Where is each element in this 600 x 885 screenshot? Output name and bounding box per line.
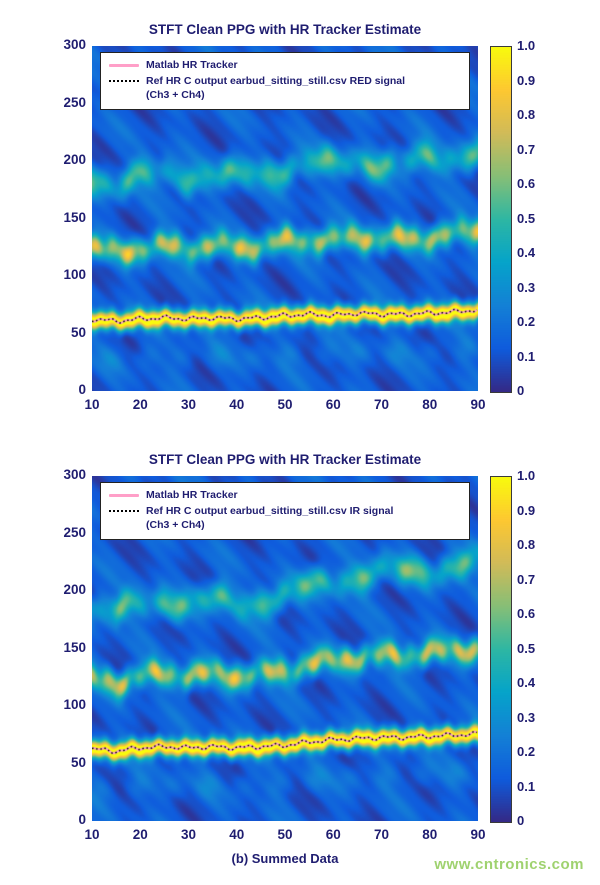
colorbar-tick-label: 1.0 (517, 468, 536, 483)
y-tick-label: 250 (63, 94, 86, 110)
figure-caption: (b) Summed Data (231, 851, 339, 866)
colorbar-tick-label: 0.9 (517, 72, 536, 88)
colorbar-tick-label: 0.6 (517, 176, 536, 191)
colorbar-tick-label: 0.2 (517, 744, 536, 759)
y-tick-label: 200 (63, 582, 86, 597)
ref-line-swatch (109, 80, 139, 83)
colorbar-tick-label: 0.3 (517, 279, 536, 295)
ref-line-swatch (109, 510, 139, 513)
x-tick-label: 50 (277, 827, 293, 842)
colorbar-tick-label: 0.3 (517, 709, 536, 725)
colorbar-tick-label: 0.7 (517, 141, 536, 157)
colorbar-tick-label: 0 (517, 383, 525, 398)
y-tick-label: 250 (63, 524, 86, 540)
x-tick-label: 80 (422, 397, 438, 412)
x-tick-label: 90 (470, 827, 486, 842)
legend-item-matlab-tracker: Matlab HR Tracker (109, 488, 461, 502)
colorbar (490, 476, 512, 823)
x-tick-label: 20 (132, 827, 148, 842)
tracker-line-swatch (109, 493, 139, 497)
x-tick-label: 10 (84, 397, 100, 412)
stft-figure-ir: STFT Clean PPG with HR Tracker Estimate … (0, 452, 600, 877)
y-tick-label: 150 (63, 209, 86, 225)
colorbar-tick-label: 0.8 (517, 537, 536, 552)
colorbar-tick-label: 0.5 (517, 640, 536, 656)
colorbar-tick-label: 0.1 (517, 778, 536, 794)
legend-label: Ref HR C output earbud_sitting_still.csv… (146, 75, 406, 102)
legend-label: Ref HR C output earbud_sitting_still.csv… (146, 505, 394, 532)
x-tick-label: 60 (325, 397, 341, 412)
legend-item-ref-hr: Ref HR C output earbud_sitting_still.csv… (109, 504, 461, 532)
y-tick-label: 300 (63, 37, 86, 52)
colorbar-tick-label: 0.8 (517, 107, 536, 122)
colorbar-tick-label: 0.9 (517, 502, 536, 518)
colorbar-tick-label: 0.4 (517, 245, 536, 260)
colorbar-tick-label: 0.7 (517, 571, 536, 587)
x-tick-label: 60 (325, 827, 341, 842)
x-tick-label: 40 (229, 827, 245, 842)
y-tick-label: 150 (63, 639, 86, 655)
legend-item-ref-hr: Ref HR C output earbud_sitting_still.csv… (109, 74, 461, 102)
x-tick-label: 80 (422, 827, 438, 842)
x-tick-label: 30 (180, 397, 197, 412)
y-tick-label: 0 (78, 812, 86, 827)
legend-label: Matlab HR Tracker (146, 59, 238, 71)
x-tick-label: 10 (84, 827, 100, 842)
y-tick-label: 0 (78, 382, 86, 397)
x-tick-label: 90 (470, 397, 486, 412)
y-tick-label: 50 (70, 324, 86, 340)
colorbar-tick-label: 1.0 (517, 38, 536, 53)
y-tick-label: 200 (63, 152, 86, 167)
plot-title: STFT Clean PPG with HR Tracker Estimate (148, 452, 422, 467)
colorbar-tick-label: 0.1 (517, 348, 536, 364)
colorbar-tick-label: 0 (517, 813, 525, 828)
colorbar-tick-label: 0.2 (517, 314, 536, 329)
colorbar-tick-label: 0.6 (517, 606, 536, 621)
legend: Matlab HR Tracker Ref HR C output earbud… (100, 482, 470, 540)
x-tick-label: 50 (277, 397, 293, 412)
y-tick-label: 100 (63, 697, 86, 712)
x-tick-label: 30 (180, 827, 197, 842)
colorbar (490, 46, 512, 393)
legend-label: Matlab HR Tracker (146, 489, 238, 501)
stft-figure-red: STFT Clean PPG with HR Tracker Estimate … (0, 22, 600, 447)
legend: Matlab HR Tracker Ref HR C output earbud… (100, 52, 470, 110)
x-tick-label: 70 (373, 827, 390, 842)
x-tick-label: 70 (373, 397, 390, 412)
watermark: www.cntronics.com (434, 856, 584, 873)
x-tick-label: 40 (229, 397, 245, 412)
y-tick-label: 100 (63, 267, 86, 282)
y-tick-label: 300 (63, 467, 86, 482)
y-tick-label: 50 (70, 754, 86, 770)
x-tick-label: 20 (132, 397, 148, 412)
colorbar-tick-label: 0.4 (517, 675, 536, 690)
colorbar-tick-label: 0.5 (517, 210, 536, 226)
plot-title: STFT Clean PPG with HR Tracker Estimate (148, 22, 422, 37)
legend-item-matlab-tracker: Matlab HR Tracker (109, 58, 461, 72)
tracker-line-swatch (109, 63, 139, 67)
